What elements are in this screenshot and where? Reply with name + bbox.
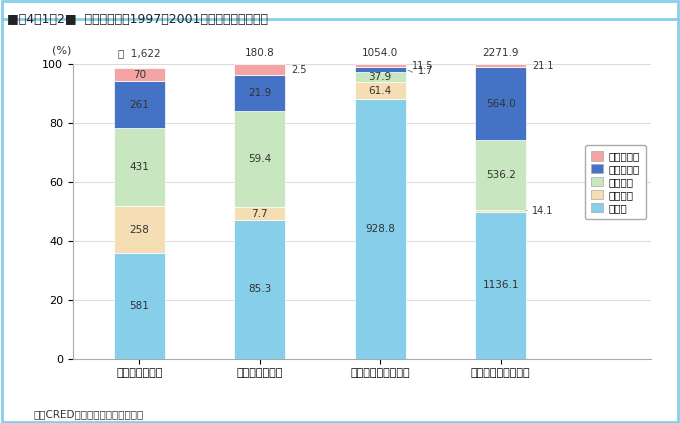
Text: 7.7: 7.7 <box>252 209 268 219</box>
Bar <box>114 128 165 206</box>
Text: 1136.1: 1136.1 <box>483 280 519 290</box>
Text: 37.9: 37.9 <box>369 72 392 82</box>
Bar <box>114 206 165 253</box>
Bar <box>235 75 285 110</box>
Bar <box>355 99 405 359</box>
Text: 564.0: 564.0 <box>486 99 515 109</box>
Bar <box>235 64 285 75</box>
Text: (%): (%) <box>52 46 72 55</box>
Text: 536.2: 536.2 <box>486 170 515 180</box>
Text: 70: 70 <box>133 69 146 80</box>
Text: 14.1: 14.1 <box>532 206 554 216</box>
Bar <box>355 64 405 67</box>
Text: 1054.0: 1054.0 <box>362 49 398 58</box>
Bar <box>235 110 285 207</box>
Text: 581: 581 <box>129 301 149 311</box>
Text: 11.5: 11.5 <box>411 61 433 71</box>
Text: 261: 261 <box>129 99 149 110</box>
Text: 2.5: 2.5 <box>291 65 307 75</box>
Text: 21.9: 21.9 <box>248 88 271 98</box>
Text: ■図4－1－2■  地域別に見た1997－2001年の世界の自然災害: ■図4－1－2■ 地域別に見た1997－2001年の世界の自然災害 <box>7 13 268 26</box>
Bar <box>235 220 285 359</box>
Text: 85.3: 85.3 <box>248 284 271 294</box>
Bar <box>475 140 526 210</box>
Text: 2271.9: 2271.9 <box>483 49 519 58</box>
Bar <box>475 67 526 140</box>
Bar <box>475 210 526 212</box>
Bar <box>475 64 526 67</box>
Bar <box>355 82 405 99</box>
Text: 21.1: 21.1 <box>532 61 554 71</box>
Text: 注）CRED資料を基に内閣府作成。: 注）CRED資料を基に内閣府作成。 <box>34 409 144 419</box>
Bar <box>235 207 285 220</box>
Text: 1.7: 1.7 <box>418 66 433 76</box>
Text: 61.4: 61.4 <box>369 86 392 96</box>
Text: 59.4: 59.4 <box>248 154 271 164</box>
Text: 928.8: 928.8 <box>365 224 395 234</box>
Text: 258: 258 <box>129 225 149 235</box>
Text: 431: 431 <box>129 162 149 172</box>
Bar <box>114 253 165 359</box>
Bar <box>114 68 165 81</box>
Bar <box>114 81 165 128</box>
Bar <box>355 71 405 82</box>
Text: 180.8: 180.8 <box>245 49 275 58</box>
Legend: オセアニア, ヨーロッパ, アメリカ, アフリカ, アジア: オセアニア, ヨーロッパ, アメリカ, アフリカ, アジア <box>585 145 646 219</box>
Text: 計  1,622: 計 1,622 <box>118 49 160 58</box>
Bar <box>355 67 405 71</box>
Bar <box>475 212 526 359</box>
